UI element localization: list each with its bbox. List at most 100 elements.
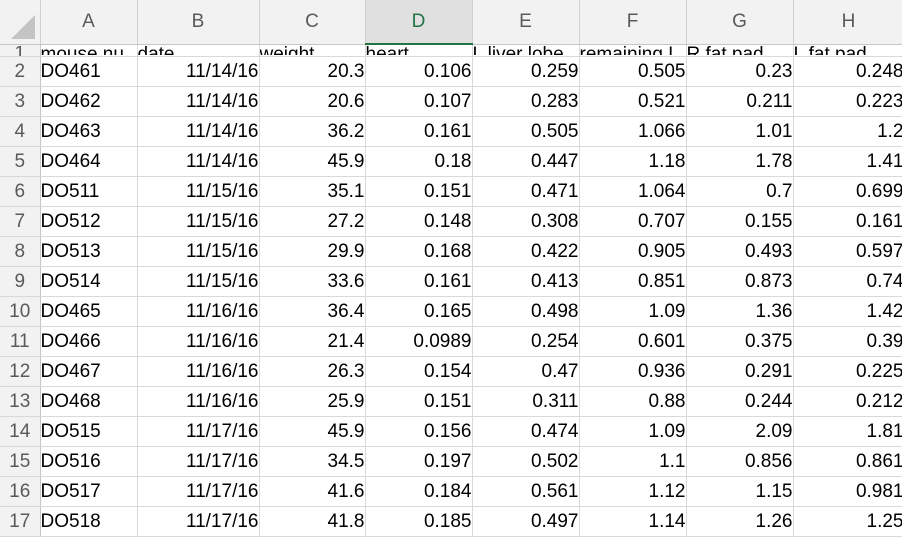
cell-g[interactable]: 0.856 <box>686 446 794 477</box>
row-number[interactable]: 6 <box>0 176 41 207</box>
cell-c[interactable]: 29.9 <box>259 236 366 267</box>
cell-g1[interactable]: R fat pad <box>686 44 794 57</box>
row-number[interactable]: 15 <box>0 446 41 477</box>
cell-d[interactable]: 0.151 <box>365 386 473 417</box>
cell-g[interactable]: 0.291 <box>686 356 794 387</box>
cell-e[interactable]: 0.308 <box>472 206 580 237</box>
cell-d[interactable]: 0.185 <box>365 506 473 537</box>
cell-b[interactable]: 11/15/16 <box>137 176 260 207</box>
cell-a[interactable]: DO463 <box>40 116 138 147</box>
cell-e[interactable]: 0.47 <box>472 356 580 387</box>
cell-g[interactable]: 0.375 <box>686 326 794 357</box>
cell-f[interactable]: 0.521 <box>579 86 687 117</box>
cell-g[interactable]: 1.78 <box>686 146 794 177</box>
cell-a[interactable]: DO512 <box>40 206 138 237</box>
row-number[interactable]: 17 <box>0 506 41 537</box>
cell-b[interactable]: 11/16/16 <box>137 386 260 417</box>
cell-a[interactable]: DO515 <box>40 416 138 447</box>
cell-b[interactable]: 11/17/16 <box>137 416 260 447</box>
cell-a[interactable]: DO516 <box>40 446 138 477</box>
cell-f[interactable]: 1.066 <box>579 116 687 147</box>
cell-a[interactable]: DO511 <box>40 176 138 207</box>
cell-c[interactable]: 41.6 <box>259 476 366 507</box>
cell-b[interactable]: 11/16/16 <box>137 326 260 357</box>
cell-h[interactable]: 0.39 <box>793 326 902 357</box>
cell-g[interactable]: 0.211 <box>686 86 794 117</box>
cell-f[interactable]: 1.09 <box>579 296 687 327</box>
row-number[interactable]: 5 <box>0 146 41 177</box>
cell-c[interactable]: 45.9 <box>259 416 366 447</box>
cell-d[interactable]: 0.168 <box>365 236 473 267</box>
cell-h[interactable]: 0.597 <box>793 236 902 267</box>
cell-f[interactable]: 1.12 <box>579 476 687 507</box>
cell-e[interactable]: 0.259 <box>472 56 580 87</box>
cell-e[interactable]: 0.422 <box>472 236 580 267</box>
cell-g[interactable]: 0.244 <box>686 386 794 417</box>
row-number[interactable]: 11 <box>0 326 41 357</box>
cell-e[interactable]: 0.502 <box>472 446 580 477</box>
cell-h[interactable]: 0.699 <box>793 176 902 207</box>
cell-d[interactable]: 0.18 <box>365 146 473 177</box>
cell-h[interactable]: 1.25 <box>793 506 902 537</box>
cell-b[interactable]: 11/17/16 <box>137 476 260 507</box>
cell-g[interactable]: 0.873 <box>686 266 794 297</box>
cell-g[interactable]: 1.15 <box>686 476 794 507</box>
cell-d[interactable]: 0.148 <box>365 206 473 237</box>
row-number[interactable]: 13 <box>0 386 41 417</box>
column-header-c[interactable]: C <box>259 0 366 45</box>
cell-b[interactable]: 11/16/16 <box>137 296 260 327</box>
cell-b[interactable]: 11/15/16 <box>137 236 260 267</box>
cell-e[interactable]: 0.497 <box>472 506 580 537</box>
cell-h[interactable]: 0.225 <box>793 356 902 387</box>
cell-h[interactable]: 0.212 <box>793 386 902 417</box>
cell-d[interactable]: 0.161 <box>365 116 473 147</box>
cell-a[interactable]: DO467 <box>40 356 138 387</box>
row-number[interactable]: 10 <box>0 296 41 327</box>
column-header-f[interactable]: F <box>579 0 687 45</box>
cell-g[interactable]: 0.155 <box>686 206 794 237</box>
cell-e1[interactable]: L liver lobe <box>472 44 580 57</box>
cell-a[interactable]: DO513 <box>40 236 138 267</box>
cell-e[interactable]: 0.471 <box>472 176 580 207</box>
cell-f[interactable]: 1.18 <box>579 146 687 177</box>
cell-b[interactable]: 11/14/16 <box>137 86 260 117</box>
row-number[interactable]: 8 <box>0 236 41 267</box>
column-header-e[interactable]: E <box>472 0 580 45</box>
cell-h[interactable]: 0.981 <box>793 476 902 507</box>
cell-d[interactable]: 0.161 <box>365 266 473 297</box>
cell-c[interactable]: 45.9 <box>259 146 366 177</box>
cell-c[interactable]: 21.4 <box>259 326 366 357</box>
cell-h[interactable]: 1.42 <box>793 296 902 327</box>
cell-e[interactable]: 0.447 <box>472 146 580 177</box>
column-header-b[interactable]: B <box>137 0 260 45</box>
row-number[interactable]: 7 <box>0 206 41 237</box>
cell-a[interactable]: DO464 <box>40 146 138 177</box>
cell-d[interactable]: 0.107 <box>365 86 473 117</box>
cell-e[interactable]: 0.311 <box>472 386 580 417</box>
cell-c[interactable]: 26.3 <box>259 356 366 387</box>
cell-c[interactable]: 20.6 <box>259 86 366 117</box>
row-number[interactable]: 2 <box>0 56 41 87</box>
cell-e[interactable]: 0.254 <box>472 326 580 357</box>
cell-d[interactable]: 0.0989 <box>365 326 473 357</box>
cell-f[interactable]: 0.707 <box>579 206 687 237</box>
cell-g[interactable]: 0.493 <box>686 236 794 267</box>
cell-b[interactable]: 11/16/16 <box>137 356 260 387</box>
cell-c[interactable]: 25.9 <box>259 386 366 417</box>
column-header-a[interactable]: A <box>40 0 138 45</box>
cell-f[interactable]: 0.601 <box>579 326 687 357</box>
cell-h[interactable]: 0.861 <box>793 446 902 477</box>
cell-c1[interactable]: weight <box>259 44 366 57</box>
cell-g[interactable]: 1.26 <box>686 506 794 537</box>
cell-a[interactable]: DO518 <box>40 506 138 537</box>
cell-f[interactable]: 1.064 <box>579 176 687 207</box>
cell-b[interactable]: 11/14/16 <box>137 116 260 147</box>
cell-b[interactable]: 11/17/16 <box>137 446 260 477</box>
cell-h[interactable]: 0.161 <box>793 206 902 237</box>
cell-d[interactable]: 0.156 <box>365 416 473 447</box>
column-header-d[interactable]: D <box>365 0 473 45</box>
cell-c[interactable]: 36.2 <box>259 116 366 147</box>
cell-g[interactable]: 1.01 <box>686 116 794 147</box>
cell-g[interactable]: 1.36 <box>686 296 794 327</box>
row-number[interactable]: 1 <box>0 44 41 57</box>
